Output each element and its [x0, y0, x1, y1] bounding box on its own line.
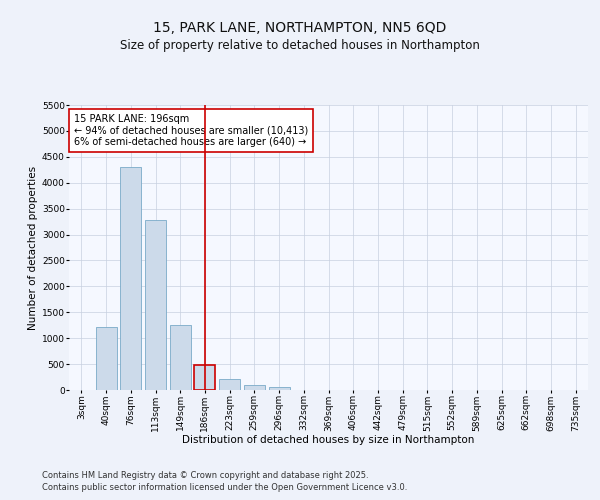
Bar — [269, 387, 290, 390]
Bar — [145, 220, 166, 390]
Y-axis label: Number of detached properties: Number of detached properties — [28, 166, 38, 330]
Text: Contains public sector information licensed under the Open Government Licence v3: Contains public sector information licen… — [42, 483, 407, 492]
Bar — [194, 364, 215, 390]
Bar — [120, 167, 141, 390]
Bar — [95, 327, 116, 390]
Bar — [170, 325, 191, 390]
Text: Size of property relative to detached houses in Northampton: Size of property relative to detached ho… — [120, 38, 480, 52]
X-axis label: Distribution of detached houses by size in Northampton: Distribution of detached houses by size … — [182, 434, 475, 444]
Bar — [219, 379, 240, 390]
Text: 15, PARK LANE, NORTHAMPTON, NN5 6QD: 15, PARK LANE, NORTHAMPTON, NN5 6QD — [154, 20, 446, 34]
Bar — [244, 385, 265, 390]
Text: 15 PARK LANE: 196sqm
← 94% of detached houses are smaller (10,413)
6% of semi-de: 15 PARK LANE: 196sqm ← 94% of detached h… — [74, 114, 308, 147]
Text: Contains HM Land Registry data © Crown copyright and database right 2025.: Contains HM Land Registry data © Crown c… — [42, 472, 368, 480]
